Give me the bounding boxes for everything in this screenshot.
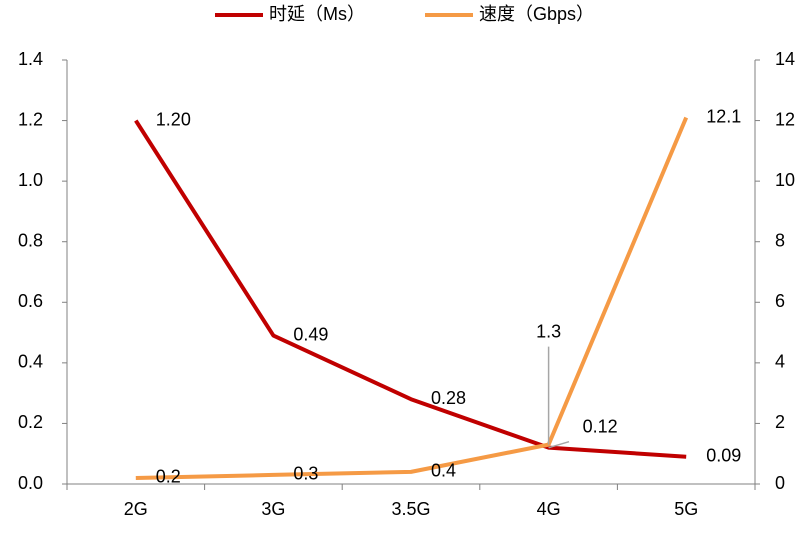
series-line — [135, 116, 689, 480]
legend-label: 速度（Gbps） — [479, 4, 594, 24]
x-tick-label: 2G — [124, 499, 148, 519]
series-line — [134, 119, 687, 459]
y-tick-label: 0.6 — [18, 291, 43, 311]
y2-tick-label: 6 — [775, 291, 785, 311]
y2-tick-label: 8 — [775, 230, 785, 250]
data-label: 1.20 — [156, 109, 191, 129]
data-label: 0.28 — [431, 388, 466, 408]
legend-label: 时延（Ms） — [269, 4, 365, 24]
data-label: 0.12 — [583, 416, 618, 436]
y2-tick-label: 10 — [775, 170, 795, 190]
y-tick-label: 1.2 — [18, 109, 43, 129]
x-tick-label: 4G — [537, 499, 561, 519]
y2-tick-label: 14 — [775, 49, 795, 69]
data-label: 0.2 — [156, 467, 181, 487]
data-label: 0.09 — [706, 445, 741, 465]
y2-tick-label: 12 — [775, 109, 795, 129]
data-label: 1.3 — [536, 321, 561, 341]
y-tick-label: 0.8 — [18, 230, 43, 250]
data-label: 12.1 — [706, 106, 741, 126]
y2-tick-label: 4 — [775, 352, 785, 372]
y-tick-label: 1.0 — [18, 170, 43, 190]
x-tick-label: 3G — [261, 499, 285, 519]
y-tick-label: 0.4 — [18, 352, 43, 372]
x-tick-label: 5G — [674, 499, 698, 519]
y2-tick-label: 0 — [775, 473, 785, 493]
y2-tick-label: 2 — [775, 412, 785, 432]
data-label: 0.4 — [431, 461, 456, 481]
data-label: 0.49 — [293, 324, 328, 344]
data-label: 0.3 — [293, 464, 318, 484]
leader-line — [548, 440, 570, 449]
x-tick-label: 3.5G — [391, 499, 430, 519]
y-tick-label: 0.0 — [18, 473, 43, 493]
y-tick-label: 0.2 — [18, 412, 43, 432]
y-tick-label: 1.4 — [18, 49, 43, 69]
